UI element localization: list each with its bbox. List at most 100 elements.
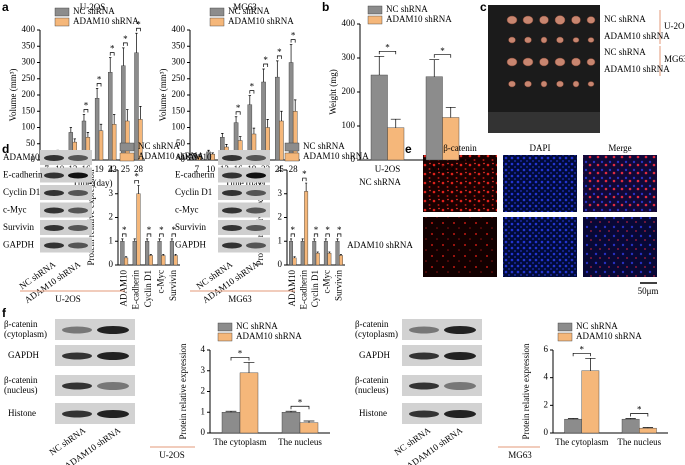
error-bar	[285, 410, 297, 413]
error-bar	[238, 136, 242, 141]
error-bar	[390, 118, 401, 128]
blot-band	[68, 207, 88, 214]
blot-band	[409, 382, 439, 390]
protein-label: GAPDH	[8, 350, 40, 360]
x-axis-label: Time (day)	[225, 178, 265, 188]
x-tick-label: ADAM10	[287, 270, 297, 307]
y-tick-label: 0	[31, 154, 36, 164]
legend-swatch	[367, 15, 383, 25]
significance-bracket	[109, 52, 115, 56]
y-tick-label: 100	[22, 122, 36, 132]
error-bar	[221, 133, 224, 138]
error-bar	[276, 60, 279, 78]
error-bar	[69, 127, 73, 133]
chart-title: MG63	[233, 2, 257, 12]
legend-label: ADAM10 shRNA	[303, 151, 369, 161]
error-bar	[174, 253, 177, 256]
blot-band	[444, 352, 476, 360]
bar	[261, 81, 266, 161]
protein-label: GAPDH	[359, 350, 391, 360]
blot-band	[222, 225, 242, 231]
x-tick-label: Cyclin D1	[310, 270, 320, 307]
y-tick-label: 1	[278, 235, 283, 245]
legend-swatch	[284, 152, 300, 162]
panel-label: a	[2, 0, 9, 14]
y-axis-label: Volume (mm³)	[8, 69, 18, 122]
blot-strip	[218, 202, 270, 218]
bar	[221, 412, 241, 434]
legend-label: ADAM10 shRNA	[236, 331, 302, 341]
blot-band	[222, 242, 242, 249]
error-bar	[262, 68, 265, 82]
protein-label: Cyclin D1	[175, 187, 212, 197]
legend-label: NC shRNA	[303, 141, 345, 151]
legend-swatch	[119, 152, 135, 162]
significance-mark: *	[123, 34, 128, 44]
bar	[148, 255, 153, 266]
error-bar	[121, 238, 124, 242]
protein-label: Cyclin D1	[3, 187, 40, 197]
chart-title: U-2OS	[80, 2, 106, 12]
protein-label: Histone	[359, 408, 387, 418]
error-bar	[429, 59, 440, 77]
error-bar	[445, 106, 456, 118]
column-label: DAPI	[529, 143, 550, 153]
significance-mark: *	[298, 397, 303, 407]
legend-swatch	[54, 17, 70, 27]
blot-band	[62, 326, 92, 334]
error-bar	[137, 185, 140, 194]
bar	[442, 117, 460, 161]
bar	[621, 418, 640, 434]
bar	[279, 120, 284, 161]
error-bar	[625, 418, 636, 420]
error-bar	[374, 55, 385, 75]
error-bar	[112, 114, 116, 125]
error-bar	[289, 44, 293, 63]
significance-bracket	[159, 233, 164, 237]
significance-mark: *	[122, 225, 127, 235]
error-bar	[266, 119, 269, 128]
y-tick-label: 0	[278, 259, 283, 269]
row-label: ADAM10 shRNA	[604, 64, 670, 74]
error-bar	[139, 106, 142, 120]
y-tick-label: 3	[201, 365, 206, 375]
bar	[173, 255, 178, 266]
y-tick-label: 400	[172, 24, 186, 34]
bar	[323, 241, 328, 266]
significance-mark: *	[236, 103, 241, 113]
y-axis-label: Volume (mm³)	[158, 69, 168, 122]
y-tick-label: 350	[22, 40, 36, 50]
significance-bracket	[96, 83, 102, 87]
x-tick-label: E-cadherin	[298, 270, 308, 310]
error-bar	[197, 154, 201, 157]
blot-strip	[218, 237, 270, 253]
legend-label: NC shRNA	[73, 6, 115, 16]
x-tick-label: c-Myc	[155, 270, 165, 294]
x-tick-label: 7	[195, 164, 200, 174]
error-bar	[162, 253, 165, 256]
protein-label: c-Myc	[3, 205, 27, 215]
significance-mark: *	[637, 405, 642, 415]
blot-strip	[218, 167, 270, 183]
blot-strip	[40, 237, 92, 253]
significance-bracket	[313, 233, 319, 237]
protein-label: Survivin	[3, 222, 35, 232]
x-tick-label: 10	[206, 164, 216, 174]
blot-band	[68, 190, 88, 196]
row-label: NC shRNA	[359, 177, 401, 187]
legend-label: ADAM10 shRNA	[576, 331, 642, 341]
x-tick-label: Survivin	[333, 270, 343, 302]
protein-label: Survivin	[175, 222, 207, 232]
blot-band	[246, 242, 266, 249]
blot-strip	[40, 167, 92, 183]
y-tick-label: 200	[342, 86, 356, 96]
blot-strip	[402, 403, 482, 424]
significance-bracket	[263, 63, 269, 67]
significance-mark: *	[159, 225, 164, 235]
y-axis-label: Weight (mg)	[328, 69, 338, 115]
protein-label: (cytoplasm)	[4, 329, 47, 339]
y-tick-label: 4	[109, 164, 114, 174]
blot-band	[68, 242, 88, 249]
significance-bracket	[337, 233, 342, 237]
error-bar	[234, 116, 238, 123]
